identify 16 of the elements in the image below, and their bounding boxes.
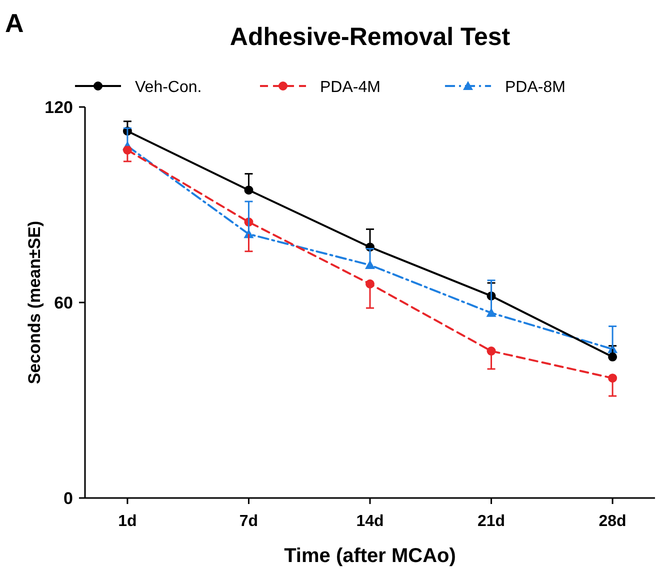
x-tick-label: 21d xyxy=(477,513,506,530)
y-tick-label: 60 xyxy=(54,294,73,312)
point xyxy=(608,352,618,362)
chart-title: Adhesive-Removal Test xyxy=(230,23,511,51)
legend-label: PDA-8M xyxy=(505,79,566,96)
y-axis-title: Seconds (mean±SE) xyxy=(25,220,44,384)
legend-label: Veh-Con. xyxy=(135,79,202,96)
x-tick-label: 7d xyxy=(239,513,258,530)
x-tick-label: 1d xyxy=(118,513,137,530)
x-axis-title: Time (after MCAo) xyxy=(284,545,456,567)
legend-label: PDA-4M xyxy=(320,79,380,96)
x-tick-label: 14d xyxy=(356,513,384,530)
x-tick-label: 28d xyxy=(598,513,626,530)
text: A xyxy=(5,8,24,38)
y-tick-label: 0 xyxy=(64,489,73,508)
y-tick-label: 120 xyxy=(44,98,73,117)
